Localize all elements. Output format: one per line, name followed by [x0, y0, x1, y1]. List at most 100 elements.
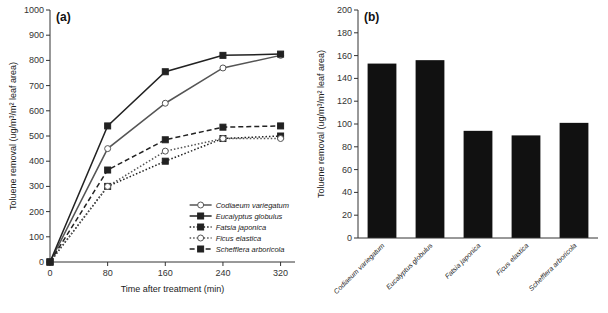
legend-item: Fatsia japonica	[190, 223, 266, 232]
legend-marker	[198, 202, 204, 208]
x-tick-label: Fatsia japonica	[443, 242, 482, 281]
y-tick-label: 1000	[24, 5, 44, 15]
point	[278, 136, 284, 142]
y-tick	[354, 215, 358, 216]
y-tick-label: 400	[29, 156, 44, 166]
plot-area	[368, 60, 589, 238]
y-tick-label: 80	[342, 142, 352, 152]
y-tick	[46, 211, 50, 212]
bar	[416, 60, 445, 238]
y-tick	[46, 35, 50, 36]
bar	[368, 64, 397, 238]
point	[162, 69, 168, 75]
point	[47, 259, 53, 265]
legend-marker	[198, 224, 204, 230]
y-tick	[354, 101, 358, 102]
legend-label: Eucalyptus globulus	[216, 212, 283, 221]
series-line	[50, 126, 281, 262]
y-tick-label: 100	[29, 232, 44, 242]
point	[220, 136, 226, 142]
panel-bar: 020406080100120140160180200Toluene remov…	[316, 5, 598, 296]
legend-item: Ficus elastica	[190, 234, 261, 243]
x-axis-label: Time after treatment (min)	[121, 284, 225, 294]
bar	[560, 123, 589, 238]
x-tick-label: Ficus elastica	[495, 242, 530, 277]
x-tick-label: Codiaeum variegatum	[332, 242, 386, 296]
y-tick	[354, 146, 358, 147]
y-tick-label: 100	[337, 119, 352, 129]
point	[162, 158, 168, 164]
y-tick	[46, 85, 50, 86]
x-tick-label: 240	[215, 268, 230, 278]
point	[162, 137, 168, 143]
y-tick	[46, 110, 50, 111]
legend: Codiaeum variegatum Eucalyptus globulus Fa…	[186, 197, 293, 258]
legend-label: Schefflera arboricola	[216, 245, 285, 254]
chart-root: 01002003004005006007008009001000Toluene …	[0, 0, 608, 313]
x-tick-label: 160	[158, 268, 173, 278]
y-tick-label: 600	[29, 106, 44, 116]
x-tick-label: 80	[103, 268, 113, 278]
panel-line: 01002003004005006007008009001000Toluene …	[8, 5, 295, 294]
y-tick	[354, 10, 358, 11]
point	[47, 259, 53, 265]
y-tick	[46, 236, 50, 237]
x-tick-label: Schefflera arboricola	[527, 242, 577, 292]
point	[220, 136, 226, 142]
legend-label: Ficus elastica	[216, 234, 261, 243]
y-tick	[354, 32, 358, 33]
legend-marker	[198, 246, 204, 252]
y-tick	[354, 238, 358, 239]
y-tick-label: 500	[29, 131, 44, 141]
legend-label: Codiaeum variegatum	[216, 201, 289, 210]
y-tick-label: 140	[337, 73, 352, 83]
point	[105, 183, 111, 189]
y-tick-label: 200	[337, 5, 352, 15]
point	[278, 123, 284, 129]
legend-item: Codiaeum variegatum	[190, 201, 289, 210]
point	[220, 65, 226, 71]
y-tick-label: 120	[337, 96, 352, 106]
bar	[464, 131, 493, 238]
y-tick-label: 0	[39, 257, 44, 267]
panel-title: (a)	[56, 10, 71, 24]
y-tick	[46, 186, 50, 187]
y-tick-label: 0	[347, 233, 352, 243]
y-tick	[46, 136, 50, 137]
y-tick-label: 300	[29, 181, 44, 191]
y-axis-label: Toluene removal (ug/m³/m² leaf area)	[8, 62, 18, 210]
x-tick	[107, 262, 108, 266]
y-tick	[46, 161, 50, 162]
x-tick-label: Eucalyptus globulus	[385, 241, 435, 291]
y-tick	[46, 60, 50, 61]
point	[47, 259, 53, 265]
y-tick	[354, 192, 358, 193]
y-tick-label: 900	[29, 30, 44, 40]
panel-title: (b)	[364, 10, 379, 24]
point	[220, 124, 226, 130]
y-tick	[354, 78, 358, 79]
x-tick	[222, 262, 223, 266]
point	[162, 100, 168, 106]
point	[105, 123, 111, 129]
series-line	[50, 55, 281, 262]
y-tick-label: 60	[342, 165, 352, 175]
legend-background	[186, 197, 293, 258]
legend-label: Fatsia japonica	[216, 223, 266, 232]
y-tick-label: 160	[337, 51, 352, 61]
x-axis-line	[358, 238, 598, 239]
point	[162, 148, 168, 154]
legend-marker	[198, 235, 204, 241]
point	[220, 52, 226, 58]
y-axis-label: Toluene removal (ug/m³/m² leaf area)	[316, 50, 326, 198]
point	[105, 183, 111, 189]
x-tick	[280, 262, 281, 266]
bar	[512, 135, 541, 238]
y-tick-label: 180	[337, 28, 352, 38]
y-tick	[354, 124, 358, 125]
y-tick-label: 20	[342, 210, 352, 220]
y-tick-label: 200	[29, 207, 44, 217]
point	[105, 167, 111, 173]
x-tick-label: 0	[47, 268, 52, 278]
legend-item: Eucalyptus globulus	[190, 212, 283, 221]
